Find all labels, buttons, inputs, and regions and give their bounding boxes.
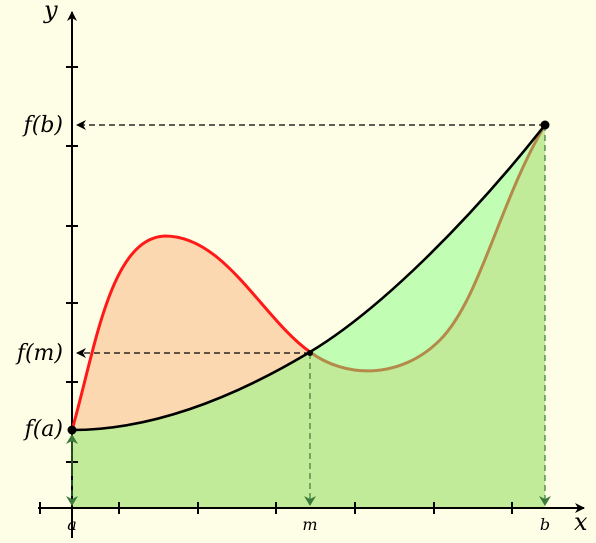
- area-under-curve: [72, 125, 545, 508]
- red-curve: [70, 234, 311, 431]
- x-axis-ticks: [39, 502, 513, 514]
- left-deviation-region: [72, 236, 310, 430]
- label-fb: f(b): [22, 113, 63, 138]
- label-m: m: [302, 515, 317, 534]
- brown-curve: [309, 124, 547, 373]
- label-fa: f(a): [23, 417, 63, 442]
- right-deviation-region: [310, 125, 545, 371]
- point-a: [67, 425, 77, 435]
- point-b: [540, 120, 550, 130]
- label-a: a: [67, 515, 77, 534]
- label-b: b: [540, 515, 550, 534]
- label-fm: f(m): [15, 341, 63, 366]
- x-axis-label: x: [574, 508, 588, 536]
- point-m: [307, 350, 313, 356]
- y-axis-label: y: [43, 0, 58, 24]
